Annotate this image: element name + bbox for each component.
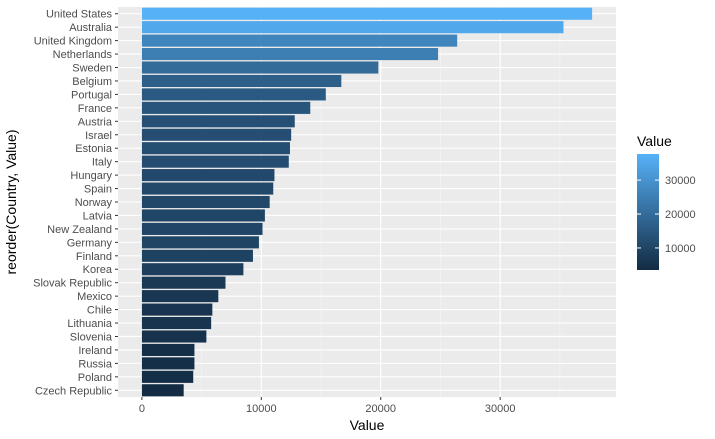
y-tick-label: Chile xyxy=(87,305,112,317)
bar xyxy=(141,101,311,114)
x-tick-label: 20000 xyxy=(365,403,396,415)
y-tick-label: Estonia xyxy=(75,143,113,155)
legend: Value 10000 20000 30000 xyxy=(637,133,696,270)
x-tick-label: 10000 xyxy=(246,403,277,415)
x-tick-label: 0 xyxy=(139,403,145,415)
y-axis-title: reorder(Country, Value) xyxy=(3,130,19,275)
colorbar-tick-label: 20000 xyxy=(665,209,696,221)
bar xyxy=(141,128,292,141)
y-tick-label: Australia xyxy=(69,22,113,34)
bar xyxy=(141,209,265,222)
bar xyxy=(141,316,212,330)
colorbar-ticks: 10000 20000 30000 xyxy=(637,175,696,255)
colorbar-tick-label: 10000 xyxy=(665,243,696,255)
y-tick-label: Mexico xyxy=(77,291,112,303)
y-tick-label: Norway xyxy=(75,197,113,209)
x-axis: 0 10000 20000 30000 xyxy=(139,397,516,415)
y-tick-label: Russia xyxy=(78,358,113,370)
y-tick-label: Italy xyxy=(92,157,113,169)
bar xyxy=(141,7,593,20)
y-tick-label: France xyxy=(78,103,112,115)
y-tick-label: Slovak Republic xyxy=(33,278,112,290)
bar xyxy=(141,290,219,303)
bar xyxy=(141,155,289,168)
y-tick-label: Germany xyxy=(67,237,113,249)
bar xyxy=(141,370,194,383)
bar xyxy=(141,195,270,209)
bar xyxy=(141,222,263,235)
bar xyxy=(141,236,259,249)
y-tick-label: Austria xyxy=(78,116,113,128)
legend-title: Value xyxy=(637,133,672,149)
bar xyxy=(141,263,244,276)
colorbar xyxy=(637,154,659,270)
colorbar-tick-label: 30000 xyxy=(665,175,696,187)
y-tick-label: New Zealand xyxy=(47,224,112,236)
y-tick-label: Czech Republic xyxy=(35,385,113,397)
bar xyxy=(141,357,195,370)
bar xyxy=(141,169,275,182)
y-tick-label: United States xyxy=(46,9,113,21)
y-tick-label: Portugal xyxy=(71,89,112,101)
bar xyxy=(141,48,439,61)
y-tick-label: Korea xyxy=(83,264,113,276)
bar xyxy=(141,34,458,47)
y-tick-label: United Kingdom xyxy=(34,36,112,48)
y-tick-label: Slovenia xyxy=(70,331,113,343)
y-tick-label: Poland xyxy=(78,372,112,384)
x-axis-title: Value xyxy=(350,417,385,433)
x-tick-label: 30000 xyxy=(485,403,516,415)
bar xyxy=(141,384,184,397)
y-tick-label: Netherlands xyxy=(53,49,113,61)
bar xyxy=(141,21,564,34)
y-tick-label: Hungary xyxy=(70,170,112,182)
bar xyxy=(141,88,326,101)
bar xyxy=(141,330,207,343)
bar xyxy=(141,343,195,356)
bar xyxy=(141,61,379,74)
y-tick-label: Israel xyxy=(85,130,112,142)
y-tick-label: Lithuania xyxy=(67,318,113,330)
bar xyxy=(141,303,213,316)
bars xyxy=(141,7,593,397)
bar xyxy=(141,182,274,195)
y-tick-label: Latvia xyxy=(83,210,113,222)
bar xyxy=(141,276,226,289)
bar xyxy=(141,249,253,262)
y-tick-label: Ireland xyxy=(78,345,112,357)
y-tick-label: Finland xyxy=(76,251,112,263)
y-tick-label: Sweden xyxy=(72,63,112,75)
bar xyxy=(141,115,295,128)
y-tick-label: Spain xyxy=(84,184,112,196)
y-tick-label: Belgium xyxy=(72,76,112,88)
bar xyxy=(141,142,290,155)
bar xyxy=(141,74,342,88)
